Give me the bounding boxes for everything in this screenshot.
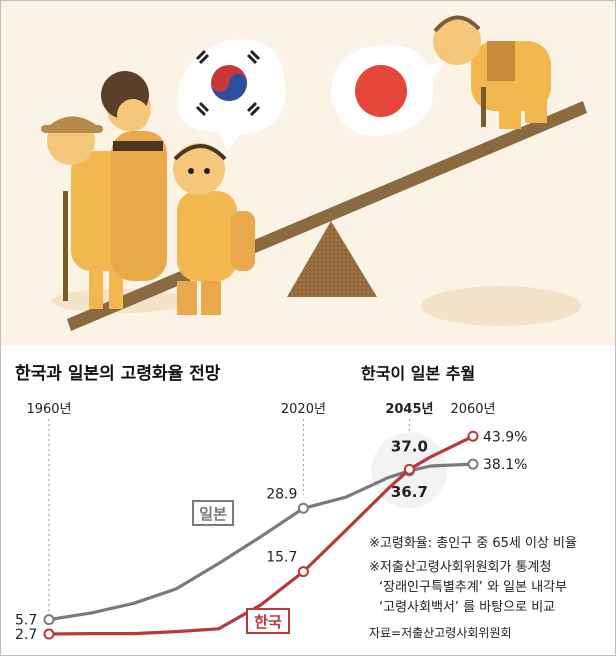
year-guides: 1960년 2020년 2045년 2060년 [26, 402, 496, 613]
value-label: 36.7 [391, 483, 428, 501]
data-point [403, 463, 415, 475]
data-point [467, 458, 479, 470]
year-label: 1960년 [26, 402, 71, 417]
value-label: 37.0 [391, 437, 428, 455]
note-line: ※고령화율: 총인구 중 65세 이상 비율 [369, 536, 577, 551]
data-point [297, 566, 309, 578]
series-name-tag-japan: 일본 [192, 500, 234, 526]
value-label: 38.1% [483, 457, 527, 473]
value-label: 2.7 [15, 627, 37, 643]
japanese-flag-icon [330, 44, 447, 136]
data-point [43, 614, 55, 626]
series-name-tag-korea: 한국 [246, 608, 290, 634]
series-name-korea: 한국 [254, 613, 282, 631]
year-label: 2045년 [385, 402, 433, 417]
series-layer [43, 430, 479, 640]
aging-rate-chart: 한국과 일본의 고령화율 전망 한국이 일본 추월 1960년 2020년 2045… [1, 345, 615, 655]
chart-highlight-label: 한국이 일본 추월 [361, 364, 475, 383]
chart-title: 한국과 일본의 고령화율 전망 [15, 363, 221, 384]
seesaw-illustration [1, 1, 615, 345]
note-line: ※저출산고령사회위원회가 통계청 [369, 560, 551, 575]
year-label: 2020년 [281, 402, 326, 417]
elderly-figures-icon [41, 15, 551, 315]
data-point [297, 502, 309, 514]
data-point [467, 430, 479, 442]
year-label: 2060년 [450, 402, 495, 417]
source-note: 자료=저출산고령사회위원회 [369, 626, 512, 640]
value-label: 28.9 [266, 486, 297, 502]
value-label: 5.7 [15, 613, 37, 629]
value-label: 15.7 [266, 550, 297, 566]
note-line: ‘고령사회백서’ 를 바탕으로 비교 [379, 600, 555, 615]
notes-block: ※고령화율: 총인구 중 65세 이상 비율 ※저출산고령사회위원회가 통계청 … [369, 536, 577, 640]
note-line: ‘장래인구특별추계’ 와 일본 내각부 [379, 580, 567, 595]
value-label: 43.9% [483, 429, 527, 445]
data-point [43, 628, 55, 640]
series-name-japan: 일본 [199, 505, 227, 523]
korean-flag-icon [177, 39, 286, 151]
